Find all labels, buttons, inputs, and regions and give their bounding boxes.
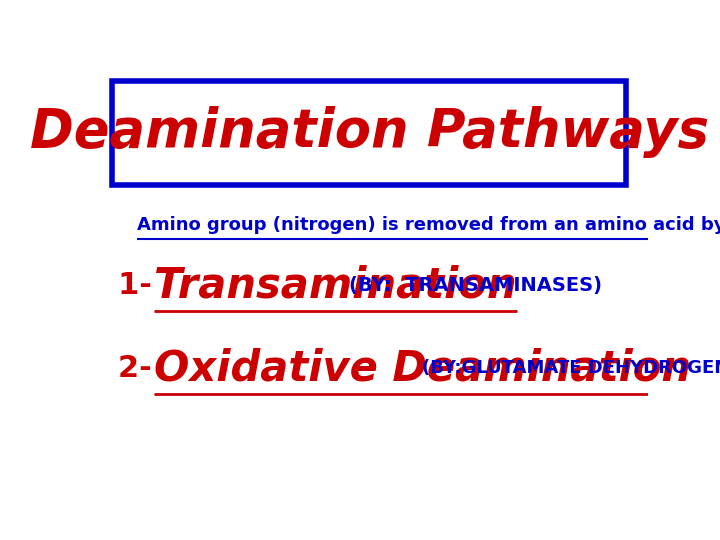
Text: Oxidative Deamination: Oxidative Deamination: [154, 347, 691, 389]
Text: Transamination: Transamination: [154, 264, 517, 306]
Text: 2-: 2-: [118, 354, 162, 383]
FancyBboxPatch shape: [112, 82, 626, 185]
Text: 1-: 1-: [118, 271, 163, 300]
Text: (BY:  TRANSAMINASES): (BY: TRANSAMINASES): [349, 276, 603, 295]
Text: Amino group (nitrogen) is removed from an amino acid by either: Amino group (nitrogen) is removed from a…: [138, 216, 720, 234]
Text: Deamination Pathways: Deamination Pathways: [30, 106, 708, 158]
Text: (BY:GLUTAMATE DEHYDROGENASE): (BY:GLUTAMATE DEHYDROGENASE): [422, 359, 720, 377]
